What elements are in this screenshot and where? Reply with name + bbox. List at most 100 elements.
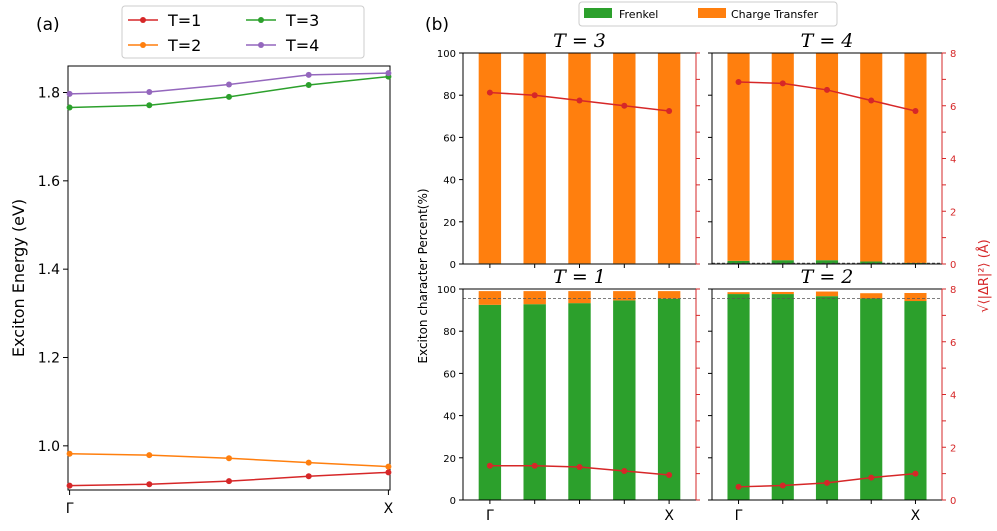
bar-charge-transfer: [860, 293, 883, 299]
panel-a-xtick-label: X: [384, 501, 394, 517]
bar-charge-transfer: [727, 53, 750, 261]
legend-swatch-frenkel: [584, 8, 612, 18]
bar-charge-transfer: [860, 53, 883, 262]
y2tick-label: 6: [950, 338, 956, 349]
ytick-label: 80: [443, 91, 456, 102]
legend-label-frenkel: Frenkel: [619, 8, 658, 21]
radius-point: [576, 464, 583, 471]
data-point-T=2: [146, 452, 153, 459]
panel-label-a: (a): [36, 15, 60, 35]
bar-frenkel: [478, 304, 502, 500]
ytick-label: 40: [443, 176, 456, 187]
radius-point: [912, 108, 919, 115]
radius-point: [531, 462, 538, 469]
bar-frenkel: [523, 304, 546, 500]
bar-frenkel: [568, 303, 591, 500]
radius-point: [486, 462, 493, 469]
bar-charge-transfer: [568, 53, 591, 264]
legend-label-T=1: T=1: [167, 11, 201, 30]
panel-label-b: (b): [425, 15, 449, 35]
legend-marker-T=4: [258, 42, 264, 48]
ytick-label: 40: [443, 412, 456, 423]
data-point-T=4: [146, 89, 153, 96]
y2tick-label: 4: [950, 391, 956, 402]
bar-charge-transfer: [771, 53, 794, 261]
bar-frenkel: [727, 294, 750, 500]
panel-a-axes: [67, 65, 391, 491]
panel-b-legend: Frenkel Charge Transfer: [578, 1, 838, 27]
bar-charge-transfer: [815, 291, 839, 297]
bar-charge-transfer: [523, 53, 546, 264]
ytick-label: 20: [443, 218, 456, 229]
ytick-label: 20: [443, 454, 456, 465]
subplot-T2: 0 2 4 6 8 Γ X T = 2: [708, 266, 956, 524]
radius-point: [666, 471, 673, 478]
panel-a-yticks: 1.0 1.2 1.4 1.6 1.8: [38, 86, 68, 455]
data-point-T=3: [305, 81, 312, 88]
bar-charge-transfer: [904, 293, 927, 302]
y2tick-label: 8: [950, 285, 956, 296]
xtick-label: X: [911, 508, 921, 524]
bar-frenkel: [771, 294, 794, 500]
data-point-T=1: [66, 482, 73, 489]
legend-marker-T=1: [140, 17, 146, 23]
panel-a-series: [66, 70, 392, 489]
data-point-T=2: [305, 459, 312, 466]
data-point-T=3: [66, 104, 73, 111]
y2tick-label: 4: [950, 155, 956, 166]
bar-charge-transfer: [523, 291, 546, 305]
y2tick-label: 0: [950, 260, 956, 271]
panel-a-ytick-label: 1.8: [38, 86, 60, 102]
data-point-T=4: [226, 81, 232, 88]
y2tick-label: 2: [950, 207, 956, 218]
data-point-T=2: [226, 455, 232, 462]
bar-frenkel: [860, 298, 883, 500]
bar-charge-transfer: [815, 53, 839, 261]
bar-frenkel: [904, 262, 927, 264]
data-point-T=4: [305, 71, 312, 78]
radius-point: [621, 467, 628, 474]
subplot-T4: 0 2 4 6 8 T = 4: [708, 30, 956, 271]
legend-label-T=2: T=2: [167, 36, 201, 55]
bar-frenkel: [613, 300, 636, 500]
panel-a-ytick-label: 1.2: [38, 351, 60, 367]
y2tick-label: 8: [950, 49, 956, 60]
legend-marker-T=3: [258, 17, 264, 23]
bar-frenkel: [657, 298, 681, 500]
bar-charge-transfer: [904, 53, 927, 263]
legend-label-T=4: T=4: [285, 36, 319, 55]
panel-a-ytick-label: 1.0: [38, 439, 60, 455]
radius-point: [576, 97, 583, 104]
panel-a-ytick-label: 1.6: [38, 174, 60, 190]
data-point-T=3: [146, 102, 153, 109]
radius-point: [666, 108, 673, 115]
ytick-label: 100: [437, 49, 456, 60]
panel-b-ylabel: Exciton character Percent(%): [416, 188, 430, 363]
radius-point: [868, 474, 875, 481]
y2tick-label: 2: [950, 443, 956, 454]
data-point-T=1: [305, 473, 312, 480]
xtick-label: X: [664, 508, 674, 524]
radius-point: [621, 102, 628, 109]
bar-frenkel: [860, 261, 883, 264]
panel-b: (b) Frenkel Charge Transfer Exciton char…: [416, 1, 992, 524]
data-point-T=2: [66, 450, 73, 457]
bar-frenkel: [904, 301, 927, 500]
subplot-T1: 0 20 40 60 80 100 Γ X T = 1: [437, 266, 700, 524]
panel-a-legend: T=1 T=3 T=2 T=4: [121, 5, 365, 59]
radius-point: [486, 89, 493, 96]
subplot-title: T = 3: [553, 30, 606, 52]
ytick-label: 100: [437, 285, 456, 296]
radius-point: [912, 470, 919, 477]
panel-a-ylabel: Exciton Energy (eV): [9, 199, 28, 357]
radius-point: [779, 482, 786, 489]
bar-charge-transfer: [727, 292, 750, 295]
bar-charge-transfer: [613, 291, 636, 301]
xtick-label: Γ: [486, 508, 494, 524]
bar-charge-transfer: [478, 291, 502, 305]
data-point-T=2: [385, 463, 392, 470]
data-point-T=3: [226, 93, 232, 100]
bar-charge-transfer: [657, 291, 681, 299]
